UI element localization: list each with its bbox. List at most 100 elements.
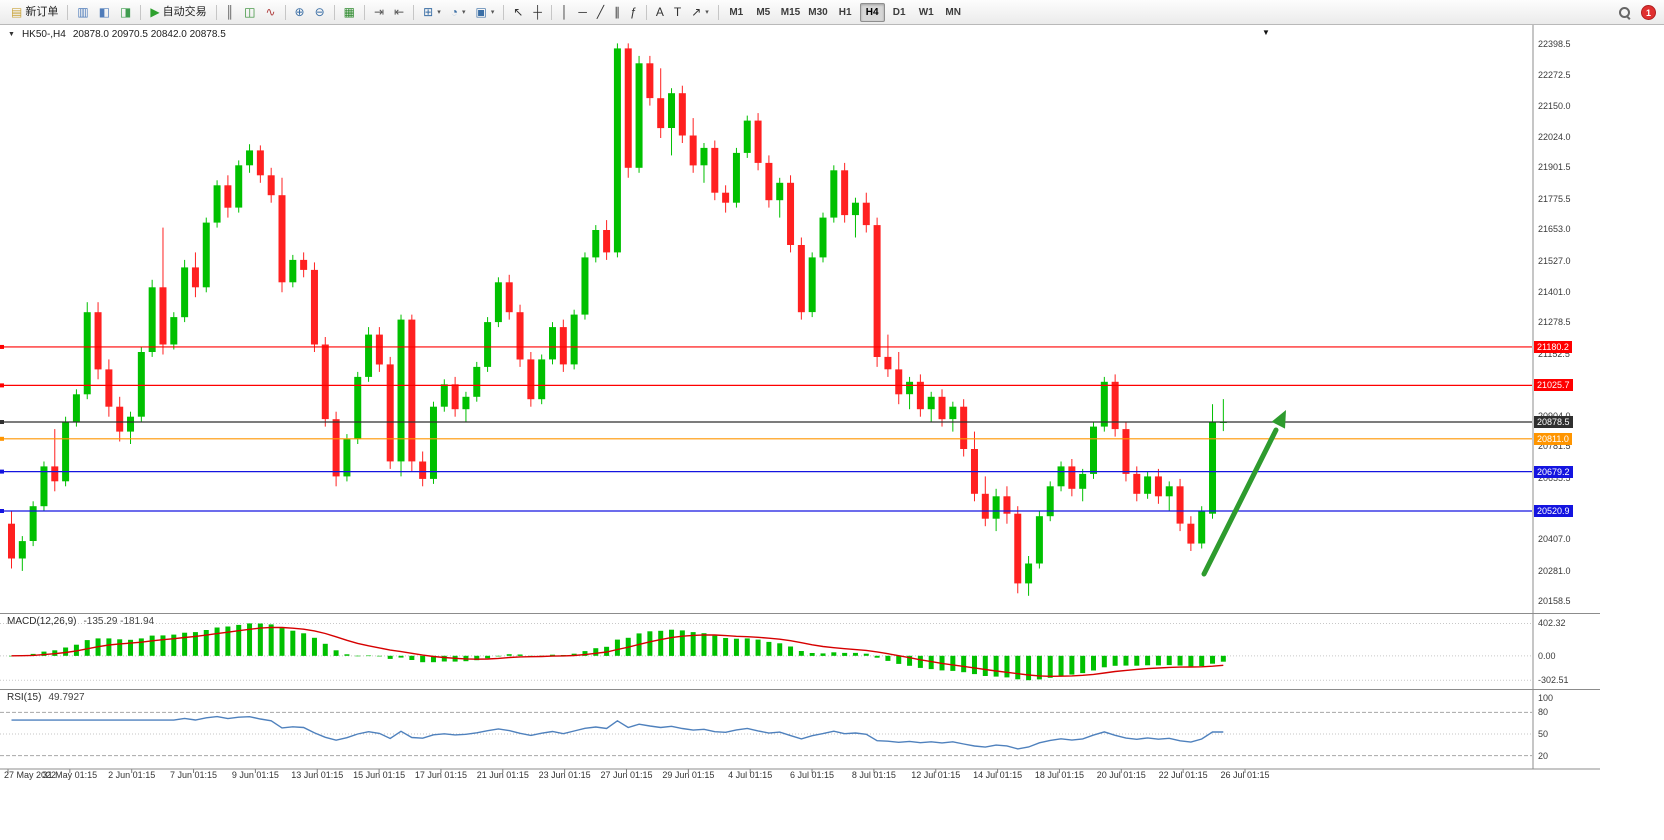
collapse-icon[interactable]: ▼ xyxy=(8,31,15,38)
horizontal-line-icon[interactable]: ─ xyxy=(574,2,591,22)
chart-ohlc-values: 20878.0 20970.5 20842.0 20878.5 xyxy=(72,29,226,40)
timeframe-button-m30[interactable]: M30 xyxy=(808,6,828,18)
rsi-axis-label: 80 xyxy=(1538,707,1549,718)
candle xyxy=(668,88,676,156)
cursor-icon[interactable]: ↖ xyxy=(509,2,527,22)
new-chart-icon[interactable]: ⊞ ▾ xyxy=(419,2,445,22)
candle xyxy=(1144,471,1152,499)
time-axis-label: 8 Jul 01:15 xyxy=(851,770,896,780)
timeframe-button-h4[interactable]: H4 xyxy=(859,2,885,22)
time-axis-label: 2 Jun 01:15 xyxy=(108,770,156,780)
candles-layer xyxy=(8,43,1227,596)
zoom-in-icon[interactable]: ⊕ xyxy=(291,2,309,22)
vertical-line-icon[interactable]: │ xyxy=(557,2,573,22)
macd-axis-label: 0.00 xyxy=(1538,650,1556,661)
candle xyxy=(473,361,481,402)
template-icon[interactable]: ▣ ▾ xyxy=(471,2,498,22)
candlestick-chart-icon[interactable]: ◫ xyxy=(240,2,259,22)
auto-scroll-icon[interactable]: ⇥ xyxy=(370,2,388,22)
data-window-icon[interactable]: ◧ xyxy=(95,2,114,22)
time-axis-label: 12 Jul 01:15 xyxy=(911,770,961,780)
candle xyxy=(256,145,264,183)
time-axis-label: 4 Jul 01:15 xyxy=(728,770,773,780)
candle xyxy=(137,347,145,422)
price-axis-label: 20407.0 xyxy=(1538,534,1571,545)
price-axis-label: 22398.5 xyxy=(1538,38,1571,49)
candle xyxy=(213,180,221,228)
tile-windows-icon[interactable]: ▦ xyxy=(340,2,359,22)
price-axis[interactable]: 21180.2 21025.7 20878.5 20811.0 20679.2 20520… xyxy=(1534,0,1664,840)
price-axis-label: 21901.5 xyxy=(1538,162,1571,173)
price-axis-label: 21775.5 xyxy=(1538,193,1571,204)
candle xyxy=(527,352,535,407)
candle xyxy=(246,144,254,173)
vertical-line-icon: │ xyxy=(560,5,569,19)
chart-menu-icon[interactable]: ▼ xyxy=(1262,28,1270,37)
candle xyxy=(29,501,37,547)
chart-shift-icon[interactable]: ⇤ xyxy=(390,2,408,22)
panel-splitter[interactable] xyxy=(0,689,1600,690)
navigator-icon[interactable]: ◨ xyxy=(116,2,135,22)
fibonacci-icon[interactable]: ƒ xyxy=(626,2,641,22)
text-icon[interactable]: A xyxy=(652,2,668,22)
price-axis-label: 20281.0 xyxy=(1538,565,1571,576)
price-badge-21180.2: 21180.2 xyxy=(1534,340,1572,353)
candle xyxy=(916,374,924,417)
time-axis-label: 6 Jul 01:15 xyxy=(790,770,835,780)
arrows-icon[interactable]: ↗ ▾ xyxy=(687,2,713,22)
candle xyxy=(343,434,351,482)
tile-windows-icon: ▦ xyxy=(343,5,355,19)
candle xyxy=(1035,511,1043,569)
bar-chart-icon[interactable]: ║ xyxy=(222,2,239,22)
candle xyxy=(516,304,524,367)
trendline-icon[interactable]: ╱ xyxy=(593,2,608,22)
channel-icon[interactable]: ∥ xyxy=(610,2,624,22)
candle xyxy=(711,140,719,201)
candle xyxy=(678,85,686,143)
price-axis-label: 21152.5 xyxy=(1538,348,1570,359)
candle xyxy=(603,220,611,260)
zoom-out-icon[interactable]: ⊖ xyxy=(311,2,329,22)
chart-symbol-period: HK50-,H4 xyxy=(21,29,66,40)
candle xyxy=(170,312,178,350)
new-order-button[interactable]: ▤ 新订单 xyxy=(7,2,62,22)
candle xyxy=(1176,478,1184,532)
chart-canvas[interactable] xyxy=(0,25,1664,840)
timeframe-button-mn[interactable]: MN xyxy=(945,6,961,18)
timeframe-button-w1[interactable]: W1 xyxy=(918,6,934,18)
text-icon: A xyxy=(655,5,664,19)
trend-arrow[interactable] xyxy=(1201,427,1279,577)
candle xyxy=(332,411,340,487)
label-icon[interactable]: T xyxy=(670,2,685,22)
price-axis-label: 20158.5 xyxy=(1538,596,1571,607)
candle xyxy=(851,197,859,238)
timeframe-button-m1[interactable]: M1 xyxy=(729,6,744,18)
panel-splitter[interactable] xyxy=(0,613,1600,614)
candle xyxy=(386,356,394,469)
candle xyxy=(1209,404,1217,519)
auto-trading-button[interactable]: ▶ 自动交易 xyxy=(146,2,210,22)
line-chart-icon: ∿ xyxy=(265,5,276,19)
toolbar-separator xyxy=(364,4,365,20)
candle xyxy=(159,227,167,355)
bar-chart-icon: ║ xyxy=(225,5,235,19)
time-axis[interactable]: 27 May 2022 31 May 01:15 2 Jun 01:15 7 Jun … xyxy=(0,770,1533,786)
macd-values: -135.29 -181.94 xyxy=(83,616,155,627)
timeframe-button-h1[interactable]: H1 xyxy=(838,6,852,18)
candle xyxy=(224,175,232,218)
notification-badge[interactable]: 1 xyxy=(1641,5,1656,20)
search-icon[interactable] xyxy=(1619,6,1631,19)
candle xyxy=(960,399,968,457)
timeframe-button-m15[interactable]: M15 xyxy=(780,6,801,18)
timeframe-button-d1[interactable]: D1 xyxy=(892,6,906,18)
period-icon[interactable]: ◔ ▾ xyxy=(447,2,470,22)
line-chart-icon[interactable]: ∿ xyxy=(261,2,279,22)
market-watch-icon[interactable]: ▥ xyxy=(73,2,92,22)
crosshair-icon[interactable]: ┼ xyxy=(529,2,546,22)
candle xyxy=(1198,506,1206,549)
toolbar-separator xyxy=(550,4,552,20)
new-order-button-label: 新订单 xyxy=(25,5,59,18)
candle xyxy=(1079,468,1087,502)
candle xyxy=(62,416,70,487)
timeframe-button-m5[interactable]: M5 xyxy=(756,6,771,18)
